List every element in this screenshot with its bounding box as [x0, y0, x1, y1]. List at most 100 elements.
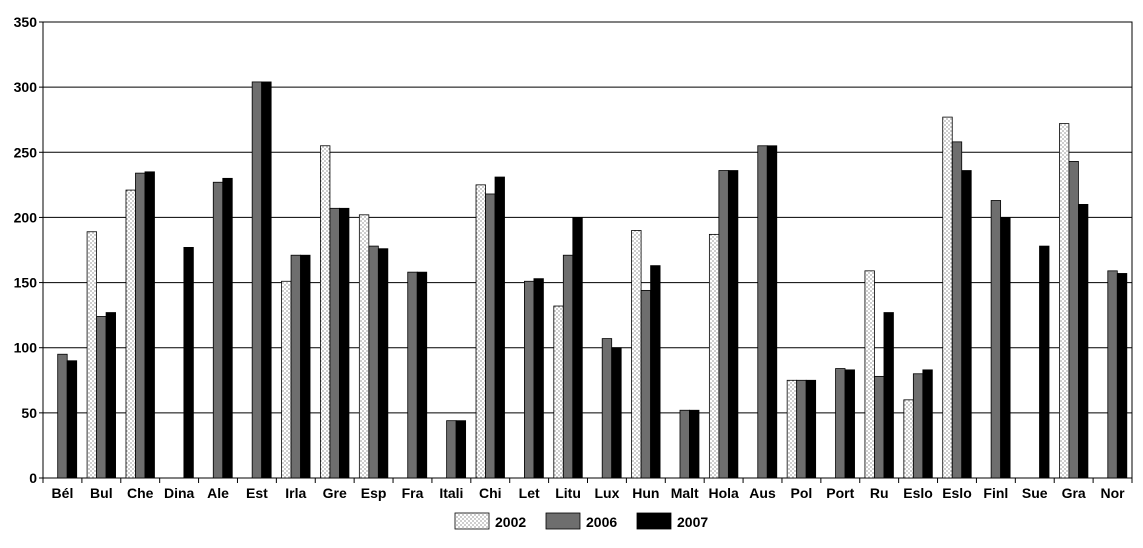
- x-tick-label: Hun: [632, 485, 659, 501]
- x-tick-label: Gra: [1062, 485, 1086, 501]
- bar-2007-11: [494, 176, 505, 479]
- bar-2007-5: [261, 81, 272, 479]
- x-tick-label: Nor: [1100, 485, 1125, 501]
- x-tick-label: Ru: [870, 485, 889, 501]
- bar-2007-12: [533, 278, 544, 479]
- bar-2006-11: [485, 193, 496, 479]
- bar-2006-4: [212, 181, 224, 479]
- bar-2006-22: [912, 373, 924, 479]
- x-tick-label: Malt: [671, 485, 699, 501]
- bar-2006-15: [640, 289, 651, 479]
- bar-2007-1: [105, 312, 116, 479]
- bar-2007-22: [922, 369, 933, 479]
- bar-2006-13: [562, 254, 574, 479]
- bar-2002-2: [125, 189, 136, 479]
- bar-2007-17: [727, 170, 739, 479]
- bar-2002-6: [281, 280, 292, 479]
- bar-2007-2: [144, 171, 155, 479]
- x-tick-label: Che: [127, 485, 154, 501]
- bar-2007-7: [339, 207, 350, 479]
- bar-2006-9: [407, 271, 418, 479]
- x-tick-label: Litu: [555, 485, 581, 501]
- x-tick-label: Pol: [791, 485, 813, 501]
- y-tick-label: 300: [14, 79, 38, 95]
- bar-2007-10: [455, 420, 467, 479]
- x-tick-label: Chi: [479, 485, 502, 501]
- x-tick-label: Gre: [323, 485, 347, 501]
- bar-2007-20: [844, 369, 855, 479]
- bar-2006-24: [990, 200, 1002, 479]
- bar-2002-19: [786, 379, 798, 479]
- x-tick-label: Fra: [402, 485, 424, 501]
- bar-2006-12: [524, 280, 535, 479]
- x-tick-label: Irla: [285, 485, 306, 501]
- bar-2007-25: [1039, 245, 1050, 479]
- x-tick-label: Ale: [207, 485, 229, 501]
- bar-2007-27: [1116, 273, 1128, 479]
- bar-2002-7: [320, 145, 331, 479]
- bar-2002-23: [942, 116, 953, 479]
- bar-2002-26: [1059, 123, 1070, 479]
- y-tick-label: 150: [14, 275, 38, 291]
- bar-2002-1: [86, 231, 97, 479]
- bar-2007-4: [222, 177, 233, 479]
- bar-2007-15: [650, 265, 661, 479]
- y-tick-label: 50: [21, 405, 37, 421]
- bar-2006-5: [251, 81, 263, 479]
- y-tick-label: 0: [29, 470, 37, 486]
- bar-2007-14: [611, 347, 622, 479]
- bar-2006-19: [796, 379, 807, 479]
- y-tick-label: 200: [14, 209, 38, 225]
- bar-2006-0: [57, 353, 68, 479]
- legend-label-2007: 2007: [677, 514, 708, 530]
- bar-2002-8: [358, 214, 370, 479]
- bar-2006-14: [601, 338, 613, 479]
- x-tick-label: Esp: [361, 485, 387, 501]
- bar-2002-15: [631, 230, 642, 479]
- bar-2006-8: [368, 245, 379, 479]
- x-tick-label: Eslo: [942, 485, 972, 501]
- bar-2006-27: [1107, 270, 1118, 479]
- bar-2007-24: [1000, 217, 1011, 479]
- bar-2007-26: [1078, 203, 1089, 479]
- x-tick-label: Est: [246, 485, 268, 501]
- bar-2007-6: [300, 254, 311, 479]
- bar-2006-2: [135, 172, 146, 479]
- bar-2006-7: [329, 207, 340, 479]
- bar-2007-3: [183, 246, 194, 479]
- x-tick-label: Itali: [439, 485, 463, 501]
- bar-2007-0: [66, 360, 78, 479]
- x-tick-label: Hola: [708, 485, 739, 501]
- x-tick-label: Port: [826, 485, 854, 501]
- bar-2006-1: [96, 316, 107, 479]
- legend-label-2002: 2002: [495, 514, 526, 530]
- bar-2002-11: [475, 184, 486, 479]
- legend-swatch-2002: [454, 512, 490, 530]
- x-tick-label: Finl: [983, 485, 1008, 501]
- legend-swatch-2006: [545, 512, 581, 530]
- bar-2002-22: [903, 399, 914, 479]
- bar-2007-23: [961, 170, 972, 479]
- x-tick-label: Lux: [595, 485, 620, 501]
- y-tick-label: 100: [14, 340, 38, 356]
- bar-2006-18: [757, 145, 768, 479]
- bar-2002-21: [864, 270, 875, 479]
- legend-swatch-2007: [636, 512, 672, 530]
- bar-2006-10: [446, 420, 457, 479]
- bar-2007-13: [572, 217, 583, 479]
- x-tick-label: Let: [519, 485, 540, 501]
- y-tick-label: 250: [14, 144, 38, 160]
- bar-2006-26: [1068, 161, 1079, 479]
- bar-2006-23: [951, 141, 963, 479]
- bar-2002-13: [553, 305, 564, 479]
- bar-2007-18: [766, 145, 778, 479]
- bar-2006-17: [718, 170, 729, 479]
- bar-2007-8: [377, 248, 389, 479]
- bar-2006-20: [835, 368, 846, 479]
- bar-2006-21: [874, 375, 885, 479]
- x-tick-label: Bul: [90, 485, 113, 501]
- legend-label-2006: 2006: [586, 514, 617, 530]
- x-tick-label: Aus: [749, 485, 776, 501]
